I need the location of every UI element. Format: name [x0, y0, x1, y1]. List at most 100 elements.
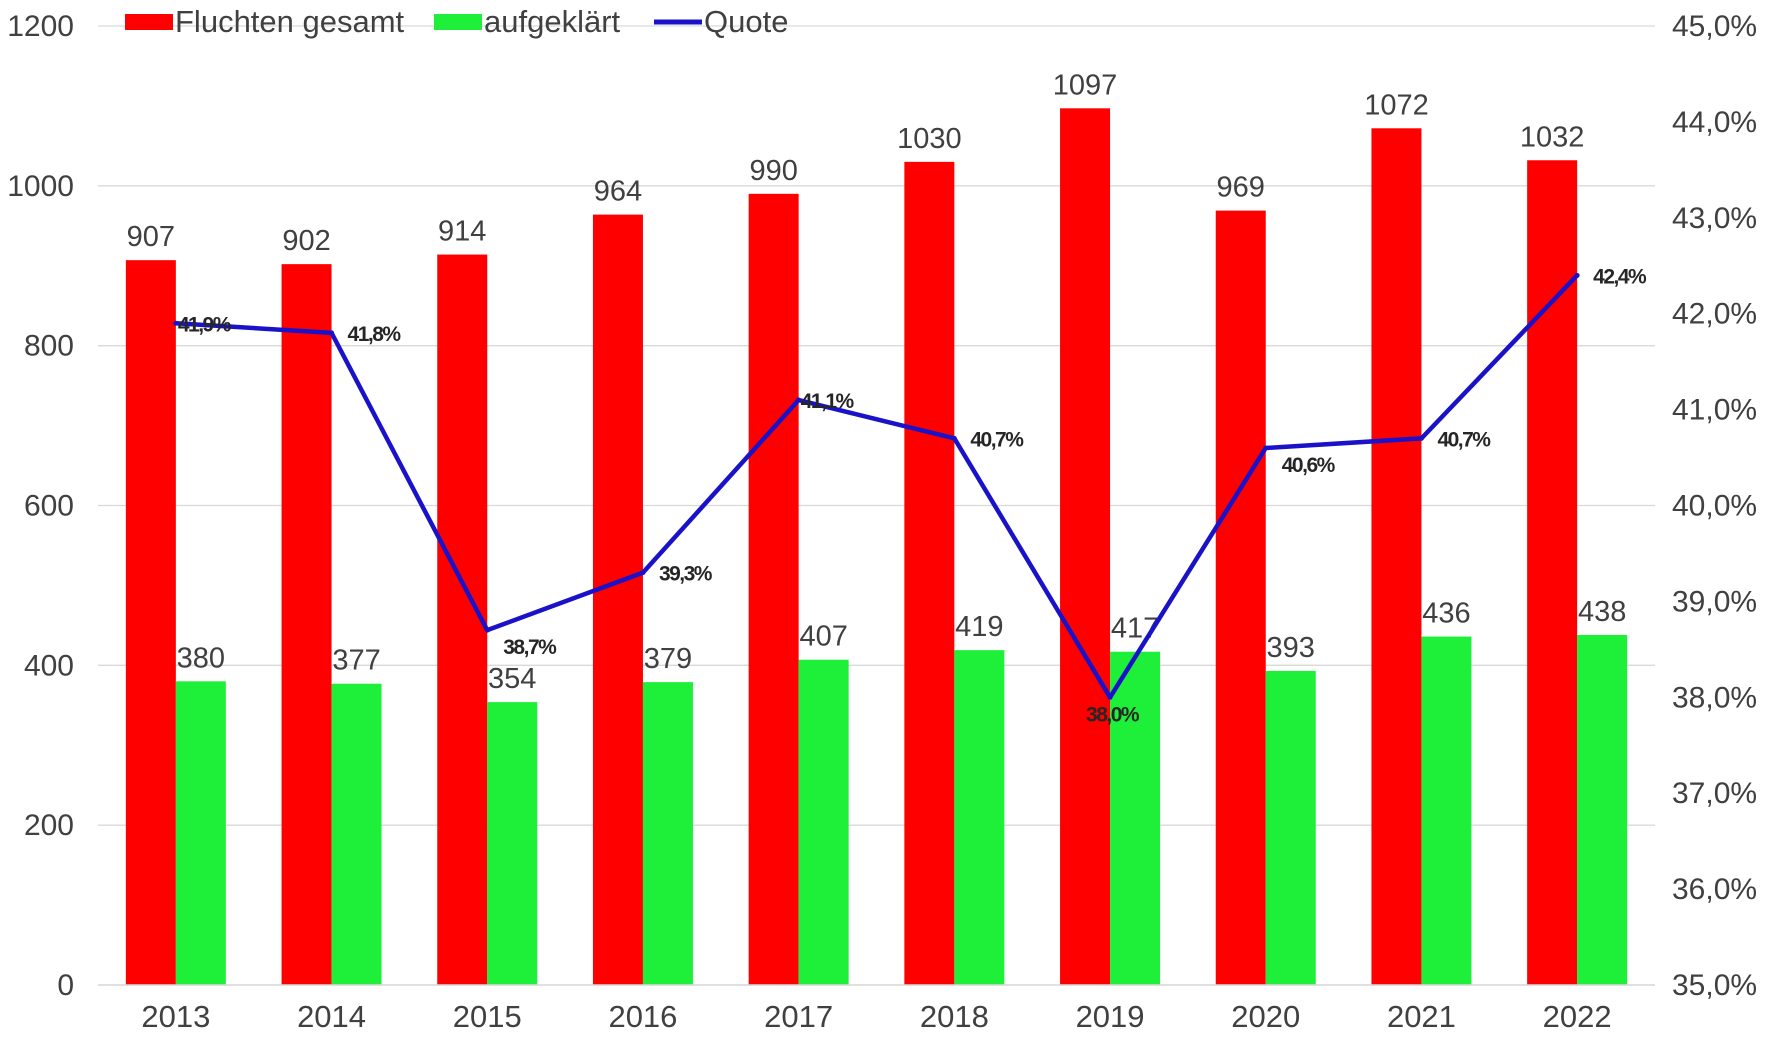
bar-value-label: 907 — [127, 221, 175, 253]
y-right-tick-label: 40,0% — [1672, 490, 1757, 523]
bar-value-label: 407 — [799, 621, 847, 653]
legend-fluchten-gesamt-swatch — [125, 14, 173, 30]
bar-value-label: 419 — [955, 611, 1003, 643]
quote-value-label: 40,7% — [970, 428, 1024, 451]
quote-data-point — [796, 397, 802, 403]
x-tick-label: 2013 — [141, 999, 210, 1034]
quote-value-labels: 41,9% 41,8% 38,7% 39,3% 41,1% 40,7% 38,0% 40,6%… — [178, 265, 1649, 726]
bar-fluchten — [281, 264, 332, 985]
bar-fluchten — [1215, 210, 1266, 986]
quote-value-label: 40,7% — [1437, 428, 1491, 451]
legend-aufgeklaert-label: aufgeklärt — [484, 4, 621, 39]
y-left-tick-label: 800 — [24, 330, 74, 363]
quote-line-path — [173, 273, 1580, 700]
bar-value-label: 969 — [1217, 172, 1265, 204]
bars — [125, 108, 1628, 986]
bar-aufgeklaert — [175, 681, 226, 985]
bar-fluchten — [437, 254, 488, 986]
x-tick-label: 2019 — [1076, 999, 1145, 1034]
quote-value-label: 38,7% — [503, 636, 557, 659]
quote-data-point — [1107, 694, 1113, 700]
bar-fluchten — [1527, 160, 1578, 985]
bar-value-label: 902 — [282, 225, 330, 257]
quote-data-point — [640, 570, 646, 576]
bar-value-label: 438 — [1578, 596, 1626, 628]
bar-value-label: 393 — [1267, 632, 1315, 664]
right-y-axis: 35,0% 36,0% 37,0% 38,0% 39,0% 40,0% 41,0% 42,0%… — [1672, 10, 1757, 1002]
y-left-tick-label: 600 — [24, 490, 74, 523]
x-tick-label: 2015 — [453, 999, 522, 1034]
bar-aufgeklaert — [1577, 634, 1628, 985]
bar-value-labels: 907 902 914 964 990 1030 1097 969 1072 1032 380 377… — [127, 69, 1627, 695]
legend-quote-label: Quote — [704, 4, 788, 39]
quote-data-point — [1574, 272, 1580, 278]
legend-aufgeklaert-swatch — [434, 14, 482, 30]
x-axis: 2013 2014 2015 2016 2017 2018 2019 2020 2021 2022 — [98, 984, 1655, 1034]
quote-data-point — [173, 320, 179, 326]
bar-value-label: 1097 — [1053, 69, 1118, 101]
bar-value-label: 914 — [438, 216, 486, 248]
y-left-tick-label: 200 — [24, 809, 74, 842]
legend: Fluchten gesamt aufgeklärt Quote — [125, 4, 788, 39]
bar-fluchten — [1060, 108, 1111, 986]
bar-fluchten — [1371, 128, 1422, 985]
bar-value-label: 377 — [332, 645, 380, 677]
y-right-tick-label: 35,0% — [1672, 969, 1757, 1002]
bar-aufgeklaert — [1421, 636, 1472, 985]
y-left-tick-label: 1000 — [7, 170, 74, 203]
bar-aufgeklaert — [487, 702, 538, 985]
quote-value-label: 38,0% — [1086, 703, 1140, 726]
quote-value-label: 39,3% — [659, 563, 713, 586]
x-tick-label: 2020 — [1231, 999, 1300, 1034]
y-left-tick-label: 0 — [57, 969, 74, 1002]
y-right-tick-label: 38,0% — [1672, 681, 1757, 714]
y-right-tick-label: 37,0% — [1672, 777, 1757, 810]
x-tick-label: 2022 — [1543, 999, 1612, 1034]
x-tick-label: 2021 — [1387, 999, 1456, 1034]
bar-fluchten — [904, 161, 955, 985]
bar-value-label: 354 — [488, 663, 536, 695]
bar-aufgeklaert — [331, 683, 382, 985]
bar-fluchten — [748, 193, 799, 985]
x-tick-label: 2014 — [297, 999, 366, 1034]
y-right-tick-label: 41,0% — [1672, 394, 1757, 427]
quote-value-label: 41,9% — [178, 313, 232, 336]
quote-value-label: 41,1% — [801, 390, 855, 413]
bar-fluchten — [592, 214, 643, 985]
legend-fluchten-gesamt-label: Fluchten gesamt — [175, 4, 405, 39]
x-tick-label: 2017 — [764, 999, 833, 1034]
bar-value-label: 1032 — [1520, 121, 1585, 153]
bar-fluchten — [125, 260, 176, 985]
quote-value-label: 41,8% — [348, 323, 402, 346]
y-right-tick-label: 39,0% — [1672, 585, 1757, 618]
bar-value-label: 1072 — [1364, 89, 1429, 121]
quote-data-point — [1263, 445, 1269, 451]
bar-value-label: 380 — [177, 642, 225, 674]
bar-value-label: 436 — [1422, 598, 1470, 630]
bar-value-label: 379 — [644, 643, 692, 675]
bar-value-label: 1030 — [897, 123, 962, 155]
bar-aufgeklaert — [954, 650, 1005, 985]
y-left-tick-label: 400 — [24, 649, 74, 682]
bar-aufgeklaert — [1265, 670, 1316, 985]
y-left-tick-label: 1200 — [7, 10, 74, 43]
x-tick-label: 2016 — [608, 999, 677, 1034]
quote-data-point — [1418, 435, 1424, 441]
quote-data-point — [484, 627, 490, 633]
quote-line — [173, 272, 1580, 700]
left-y-axis: 0 200 400 600 800 1000 1200 — [7, 10, 74, 1002]
quote-value-label: 40,6% — [1282, 454, 1336, 477]
quote-data-point — [951, 435, 957, 441]
bar-value-label: 990 — [749, 155, 797, 187]
x-tick-label: 2018 — [920, 999, 989, 1034]
bar-value-label: 964 — [594, 176, 642, 208]
y-right-tick-label: 42,0% — [1672, 298, 1757, 331]
y-right-tick-label: 43,0% — [1672, 202, 1757, 235]
y-right-tick-label: 44,0% — [1672, 106, 1757, 139]
y-right-tick-label: 45,0% — [1672, 10, 1757, 43]
bar-aufgeklaert — [642, 682, 693, 985]
y-right-tick-label: 36,0% — [1672, 873, 1757, 906]
bar-aufgeklaert — [798, 659, 849, 985]
